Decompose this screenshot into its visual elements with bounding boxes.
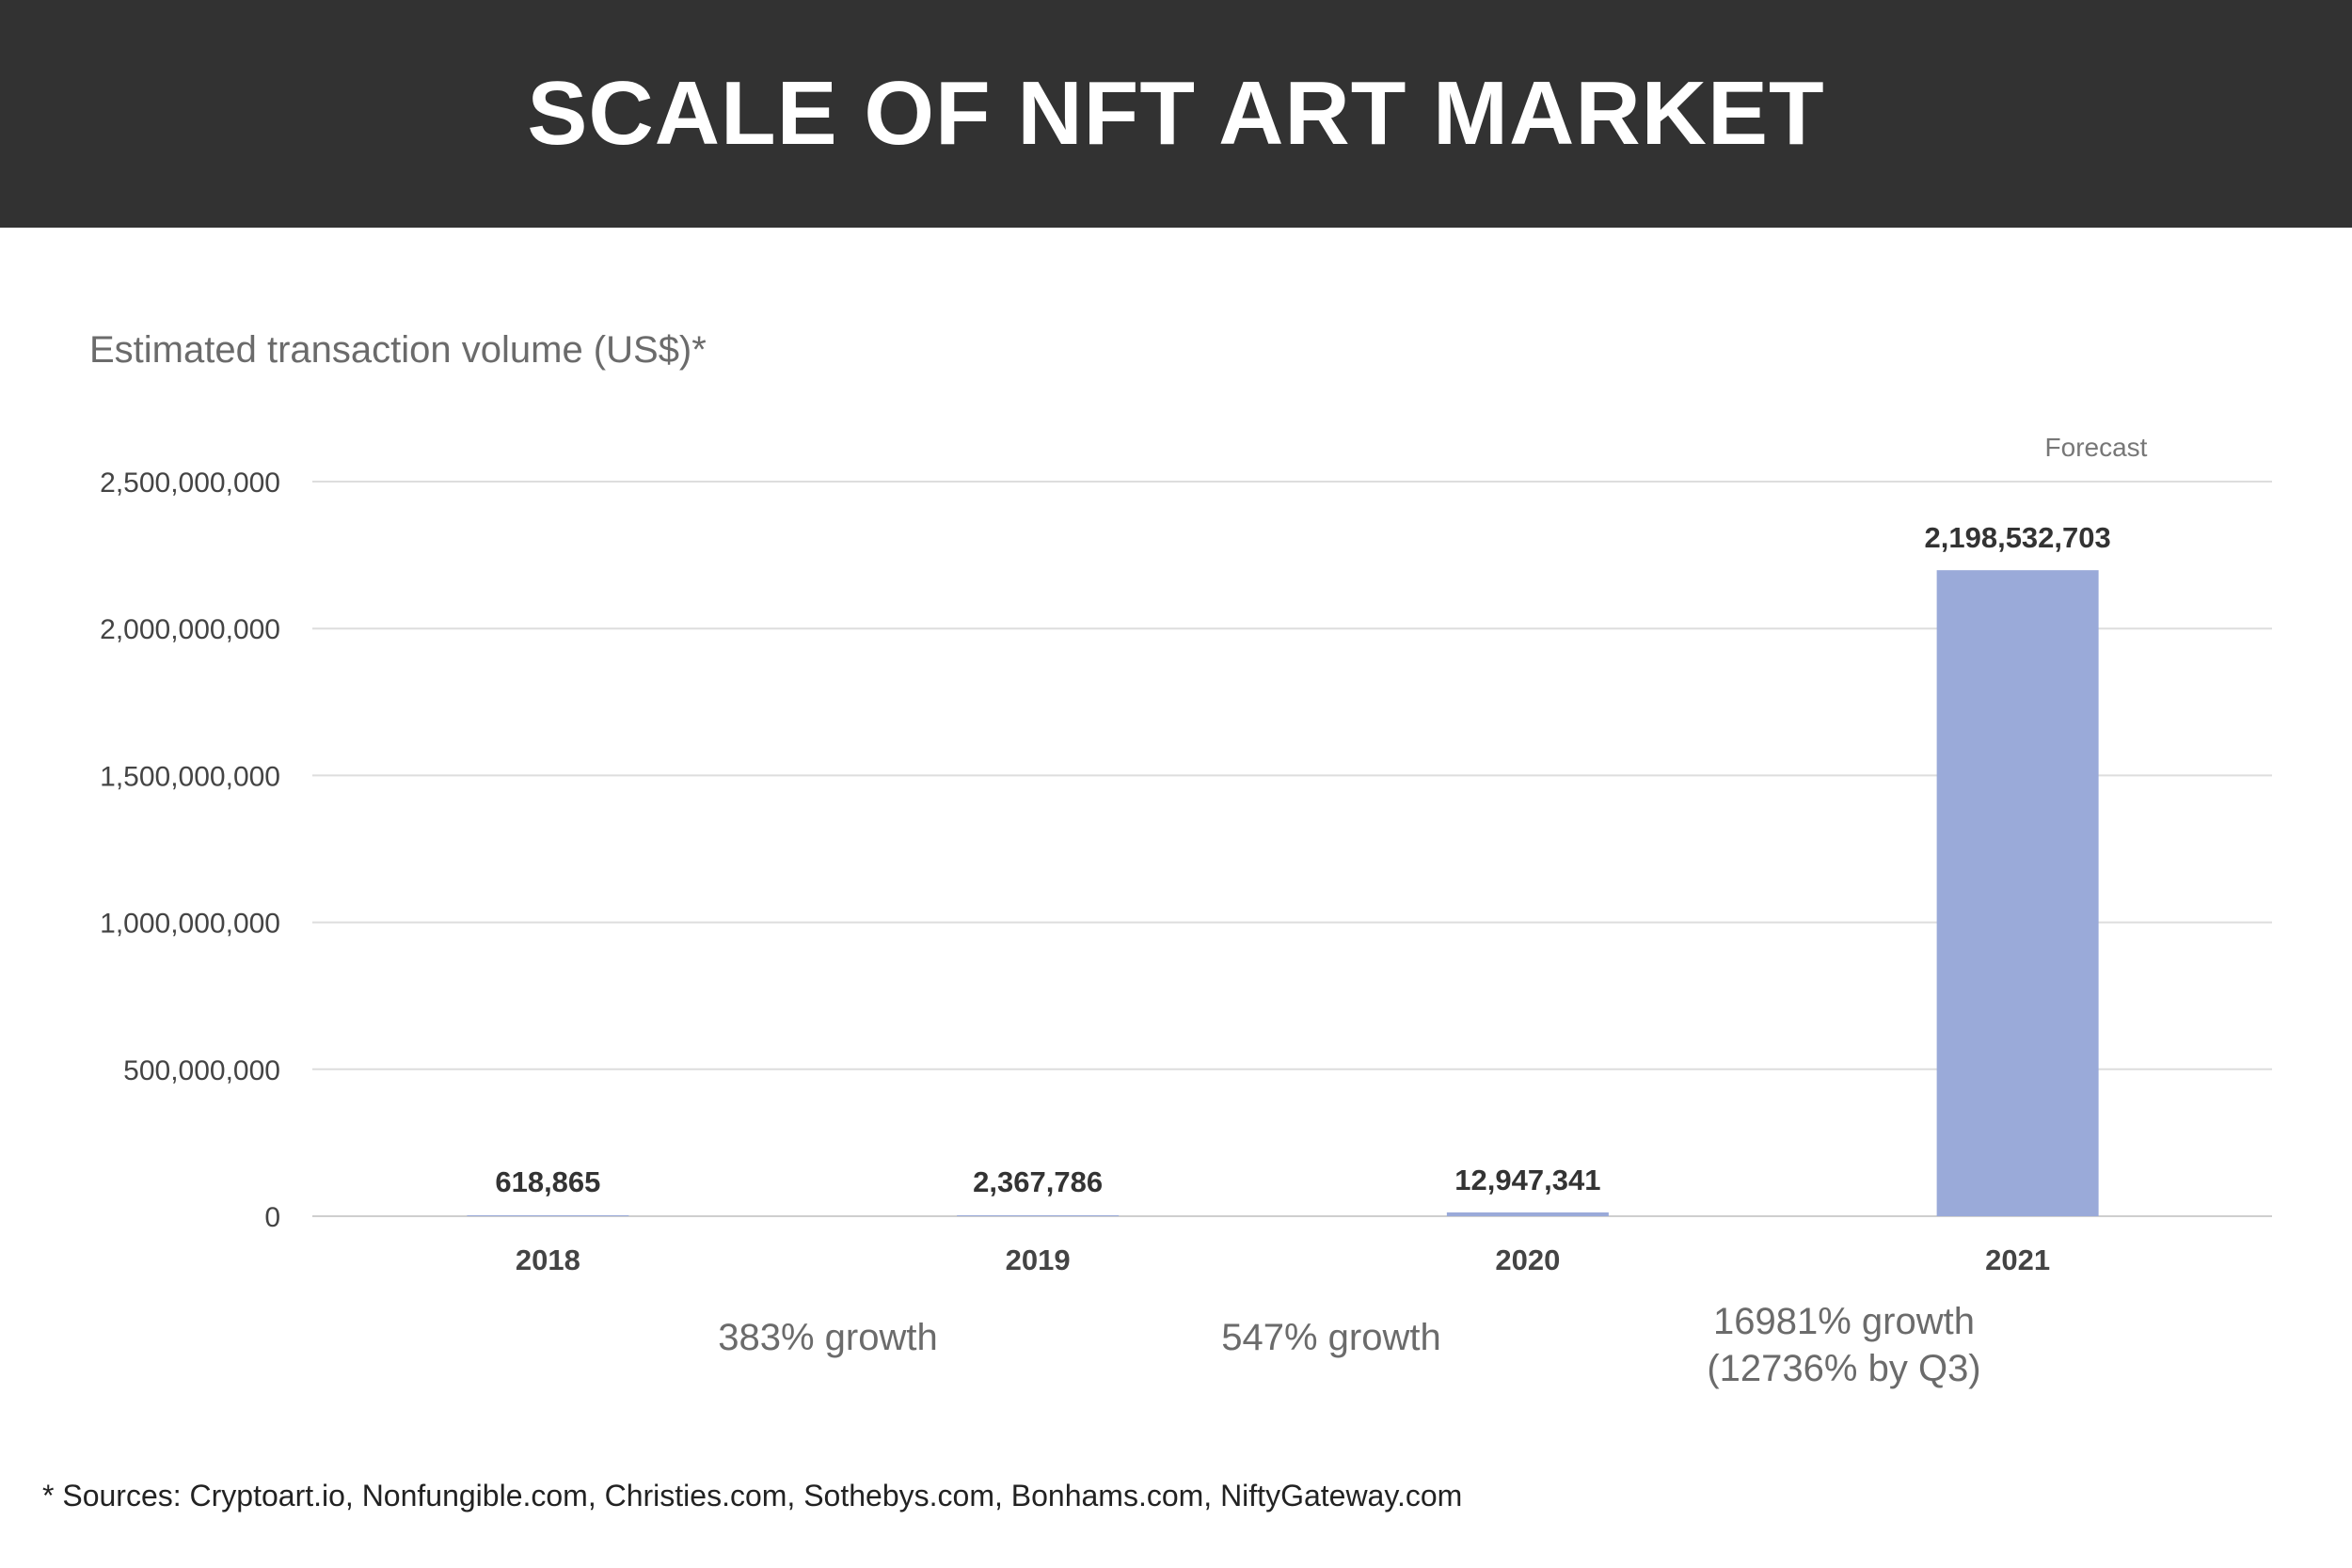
y-tick-label: 1,500,000,000 xyxy=(100,761,280,792)
page-title: SCALE OF NFT ART MARKET xyxy=(527,63,1825,164)
bar xyxy=(467,1215,629,1216)
y-tick-label: 0 xyxy=(264,1202,280,1233)
x-tick-label: 2020 xyxy=(1495,1243,1560,1276)
sources-footnote: * Sources: Cryptoart.io, Nonfungible.com… xyxy=(42,1479,1463,1513)
y-tick-label: 2,000,000,000 xyxy=(100,614,280,645)
bar xyxy=(1446,1212,1609,1216)
x-tick-label: 2019 xyxy=(1006,1243,1071,1276)
bar-chart: 0 500,000,000 1,000,000,000 1,500,000,000 2,… xyxy=(100,467,2272,1276)
growth-annotation-2018-2019: 383% growth xyxy=(718,1317,938,1358)
y-tick-label: 2,500,000,000 xyxy=(100,467,280,499)
growth-annotation-q3: (12736% by Q3) xyxy=(1707,1348,1981,1389)
growth-annotation-2019-2020: 547% growth xyxy=(1221,1317,1441,1358)
bar xyxy=(1936,570,2099,1216)
y-axis-title: Estimated transaction volume (US$)* xyxy=(89,329,707,371)
data-label: 2,198,532,703 xyxy=(1925,521,2111,554)
x-tick-label: 2021 xyxy=(1985,1243,2050,1276)
forecast-annotation: Forecast xyxy=(2044,433,2148,462)
data-label: 12,947,341 xyxy=(1454,1164,1600,1196)
data-label: 2,367,786 xyxy=(973,1165,1103,1198)
y-tick-label: 1,000,000,000 xyxy=(100,909,280,940)
x-tick-label: 2018 xyxy=(516,1243,580,1276)
y-tick-label: 500,000,000 xyxy=(123,1055,280,1086)
growth-annotation-2020-2021: 16981% growth (12736% by Q3) xyxy=(1656,1298,2032,1392)
data-label: 618,865 xyxy=(495,1165,600,1198)
bar xyxy=(957,1215,1120,1216)
growth-annotation-main: 16981% growth xyxy=(1713,1301,1975,1342)
title-banner: SCALE OF NFT ART MARKET xyxy=(0,0,2352,228)
